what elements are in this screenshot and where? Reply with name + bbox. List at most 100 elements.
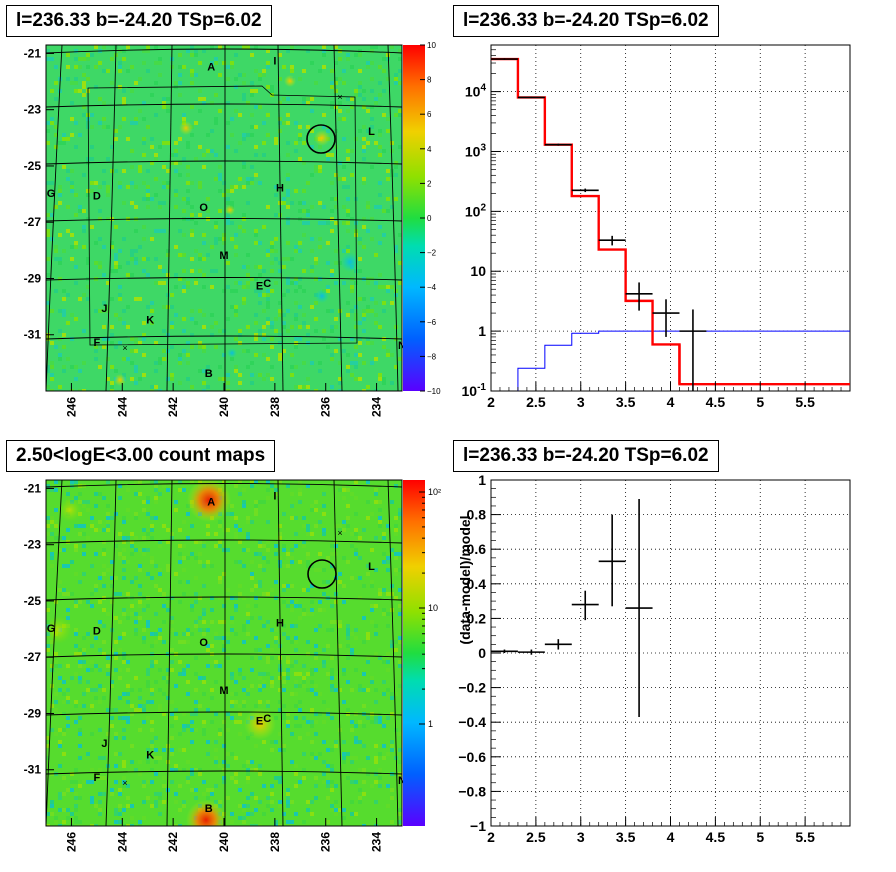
map-pixel	[350, 373, 354, 377]
map-pixel	[234, 185, 238, 189]
map-pixel	[238, 389, 242, 391]
map-pixel	[118, 181, 122, 185]
map-pixel	[130, 65, 134, 69]
map-pixel	[98, 528, 102, 532]
map-pixel	[294, 624, 298, 628]
map-pixel	[326, 289, 330, 293]
map-pixel	[290, 692, 294, 696]
map-pixel	[226, 548, 230, 552]
map-pixel	[90, 181, 94, 185]
map-pixel	[326, 764, 330, 768]
map-pixel	[78, 820, 82, 824]
map-pixel	[94, 772, 98, 776]
map-pixel	[274, 488, 278, 492]
map-pixel	[98, 648, 102, 652]
map-pixel	[190, 229, 194, 233]
map-pixel	[202, 720, 206, 724]
map-pixel	[218, 728, 222, 732]
map-pixel	[398, 604, 402, 608]
map-pixel	[366, 636, 370, 640]
map-pixel	[218, 109, 222, 113]
map-pixel	[150, 556, 154, 560]
map-pixel	[166, 377, 170, 381]
map-pixel	[226, 680, 230, 684]
y-tick-label: -23	[24, 538, 42, 552]
map-pixel	[146, 197, 150, 201]
colorbar-tick-label: 10	[428, 603, 438, 613]
map-pixel	[282, 325, 286, 329]
map-pixel	[398, 516, 402, 520]
map-pixel	[58, 385, 62, 389]
map-pixel	[306, 97, 310, 101]
map-pixel	[242, 820, 246, 824]
map-pixel	[394, 532, 398, 536]
map-pixel	[110, 788, 114, 792]
map-pixel	[350, 760, 354, 764]
map-pixel	[178, 357, 182, 361]
source-label: E	[256, 281, 263, 293]
map-pixel	[278, 117, 282, 121]
map-pixel	[142, 353, 146, 357]
map-pixel	[190, 53, 194, 57]
map-pixel	[334, 740, 338, 744]
map-pixel	[198, 596, 202, 600]
map-pixel	[242, 165, 246, 169]
map-pixel	[114, 137, 118, 141]
map-pixel	[350, 544, 354, 548]
map-pixel	[318, 165, 322, 169]
map-pixel	[90, 660, 94, 664]
map-pixel	[266, 305, 270, 309]
map-pixel	[110, 792, 114, 796]
map-pixel	[162, 269, 166, 273]
map-pixel	[46, 744, 50, 748]
map-pixel	[330, 804, 334, 808]
map-pixel	[190, 604, 194, 608]
map-pixel	[82, 500, 86, 504]
map-pixel	[334, 744, 338, 748]
map-pixel	[294, 636, 298, 640]
map-pixel	[142, 61, 146, 65]
map-pixel	[190, 45, 194, 49]
map-pixel	[338, 77, 342, 81]
map-pixel	[198, 560, 202, 564]
map-pixel	[182, 113, 186, 117]
map-pixel	[238, 341, 242, 345]
map-pixel	[234, 289, 238, 293]
map-pixel	[242, 640, 246, 644]
map-pixel	[98, 309, 102, 313]
map-pixel	[266, 520, 270, 524]
map-pixel	[314, 720, 318, 724]
map-pixel	[250, 760, 254, 764]
map-pixel	[330, 209, 334, 213]
map-pixel	[74, 816, 78, 820]
map-pixel	[170, 768, 174, 772]
map-pixel	[246, 772, 250, 776]
map-pixel	[398, 612, 402, 616]
map-pixel	[158, 588, 162, 592]
count-map-sources	[46, 480, 276, 826]
map-pixel	[134, 480, 138, 484]
map-pixel	[234, 305, 238, 309]
map-pixel	[250, 684, 254, 688]
map-pixel	[254, 265, 258, 269]
map-pixel	[202, 97, 206, 101]
map-pixel	[370, 341, 374, 345]
map-pixel	[342, 205, 346, 209]
map-pixel	[62, 369, 66, 373]
map-pixel	[250, 113, 254, 117]
map-pixel	[126, 720, 130, 724]
map-pixel	[318, 169, 322, 173]
map-pixel	[282, 704, 286, 708]
map-pixel	[54, 508, 58, 512]
map-pixel	[314, 712, 318, 716]
map-pixel	[202, 612, 206, 616]
map-pixel	[250, 53, 254, 57]
map-pixel	[202, 676, 206, 680]
map-pixel	[202, 628, 206, 632]
map-pixel	[198, 257, 202, 261]
map-pixel	[222, 237, 226, 241]
map-pixel	[46, 812, 50, 816]
map-pixel	[154, 484, 158, 488]
map-pixel	[346, 488, 350, 492]
map-pixel	[330, 325, 334, 329]
